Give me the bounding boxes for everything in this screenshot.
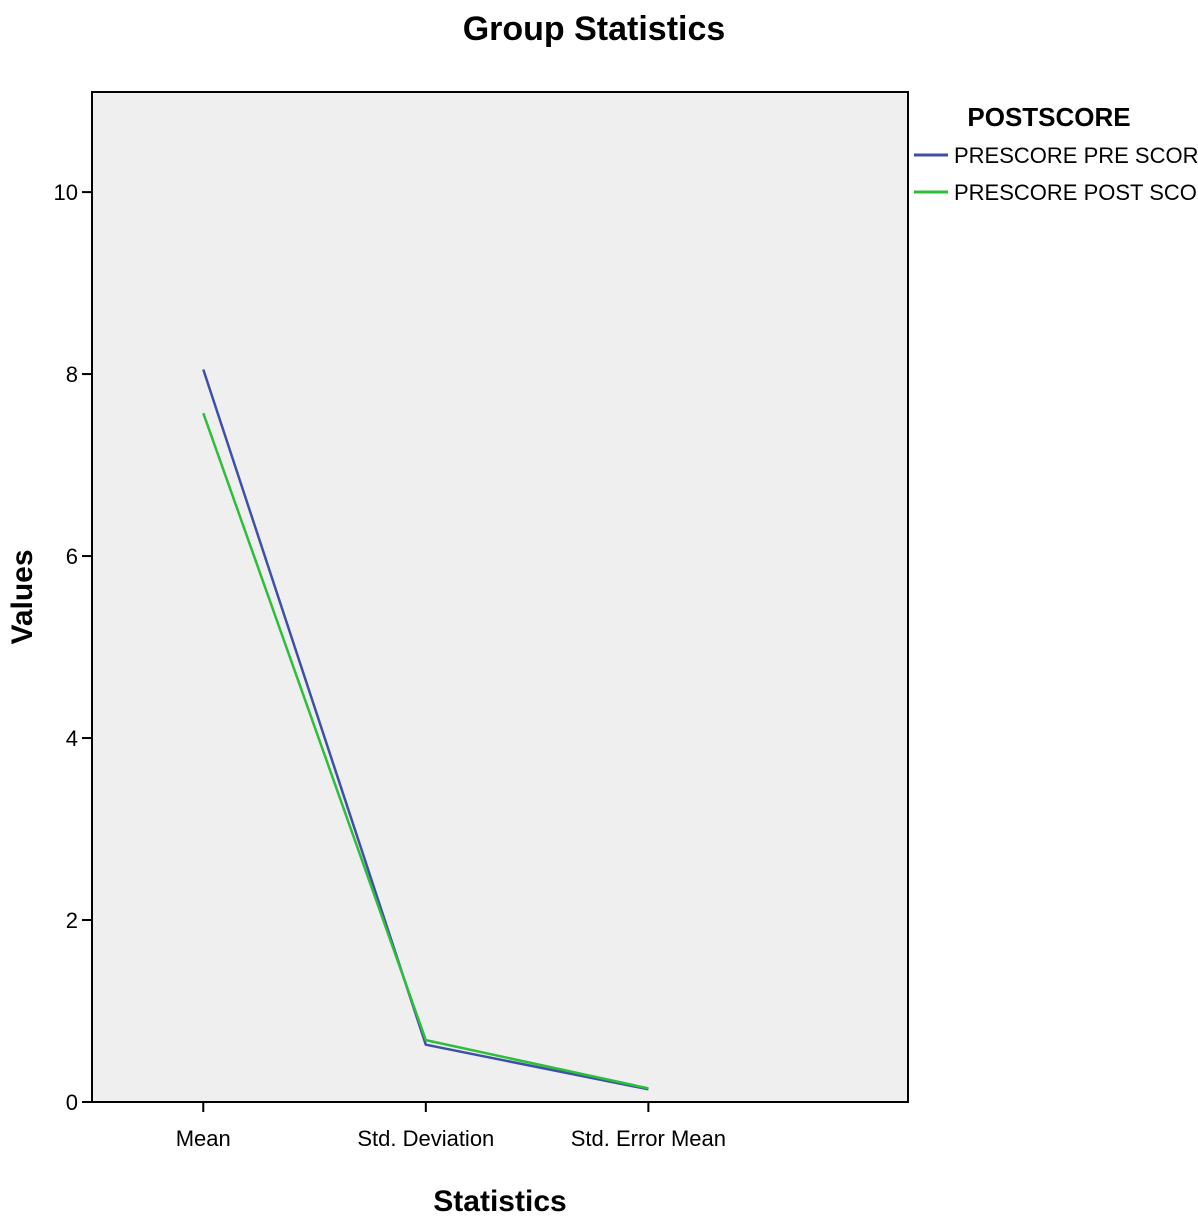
x-axis: Mean Std. Deviation Std. Error Mean — [176, 1102, 726, 1151]
legend-item-label: PRESCORE PRE SCORE — [954, 143, 1198, 168]
x-tick-label: Std. Error Mean — [571, 1126, 726, 1151]
y-axis-title: Values — [6, 549, 39, 644]
x-tick-label: Mean — [176, 1126, 231, 1151]
y-tick-label: 6 — [66, 544, 78, 569]
legend: POSTSCORE PRESCORE PRE SCORE PRESCORE POS… — [914, 102, 1198, 205]
series-layer — [202, 369, 649, 1091]
legend-item-label: PRESCORE POST SCORE — [954, 180, 1198, 205]
y-tick-label: 2 — [66, 908, 78, 933]
series-line-2 — [202, 412, 649, 1090]
legend-title: POSTSCORE — [967, 102, 1130, 132]
y-axis: 0 2 4 6 8 10 — [54, 180, 92, 1115]
chart-title: Group Statistics — [463, 10, 726, 48]
y-tick-label: 0 — [66, 1090, 78, 1115]
y-tick-label: 8 — [66, 362, 78, 387]
x-axis-title: Statistics — [433, 1185, 566, 1218]
y-tick-label: 10 — [54, 180, 78, 205]
x-tick-label: Std. Deviation — [357, 1126, 494, 1151]
y-tick-label: 4 — [66, 726, 78, 751]
series-line-1 — [202, 369, 649, 1091]
plot-area — [91, 91, 909, 1103]
